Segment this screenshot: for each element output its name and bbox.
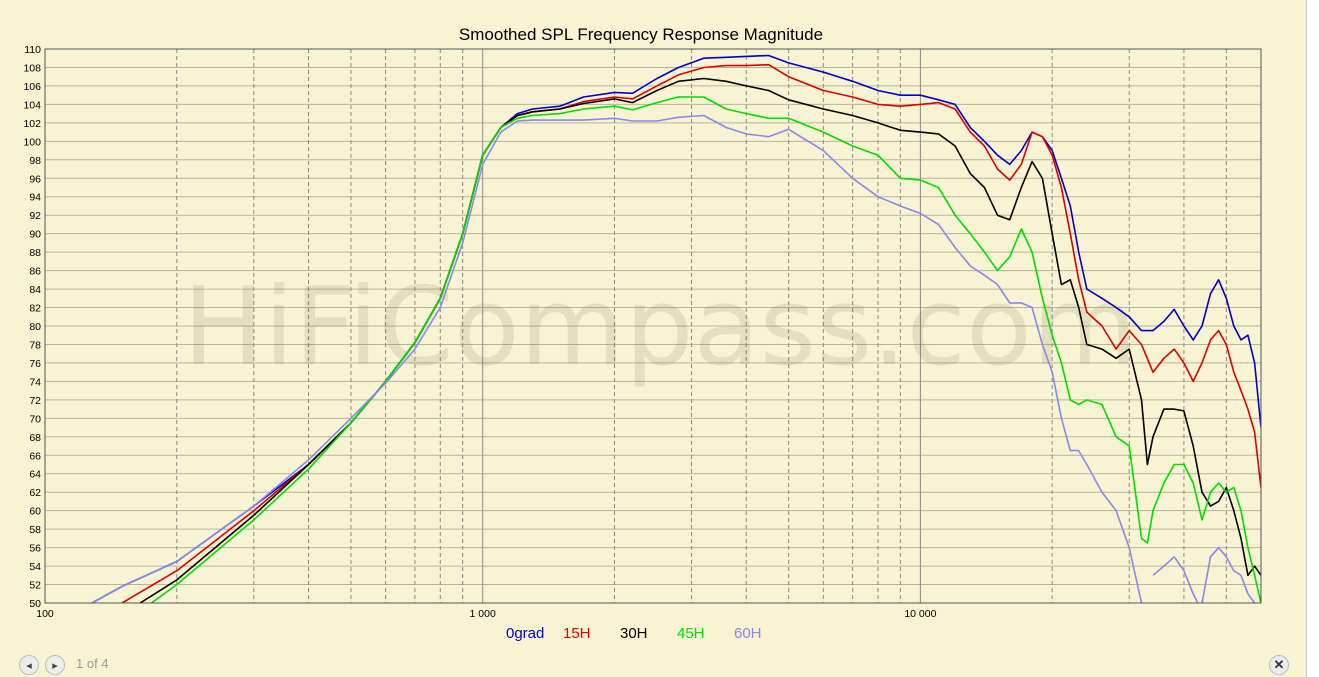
y-tick-label: 108: [23, 62, 41, 74]
close-button[interactable]: ✕: [1269, 655, 1289, 675]
y-tick-label: 66: [29, 450, 41, 462]
series-line-45h: [150, 96, 1261, 603]
legend-item-30h: 30H: [620, 625, 648, 642]
x-tick-label: 100: [36, 608, 54, 620]
series-line-60h: [1201, 546, 1256, 603]
watermark-text: HiFiCompass.com: [183, 265, 1137, 390]
y-tick-label: 86: [29, 266, 41, 278]
y-tick-label: 54: [29, 561, 41, 573]
series-line-60h: [1152, 556, 1199, 603]
y-tick-label: 52: [29, 580, 41, 592]
y-tick-label: 62: [29, 487, 41, 499]
y-tick-label: 88: [29, 247, 41, 259]
next-page-button[interactable]: ▸: [45, 655, 65, 675]
y-tick-label: 104: [23, 99, 41, 111]
y-tick-label: 56: [29, 543, 41, 555]
y-tick-label: 106: [23, 81, 41, 93]
y-tick-label: 72: [29, 395, 41, 407]
y-tick-label: 76: [29, 358, 41, 370]
y-tick-label: 90: [29, 229, 41, 241]
y-tick-label: 68: [29, 432, 41, 444]
y-tick-label: 96: [29, 173, 41, 185]
y-tick-label: 98: [29, 155, 41, 167]
y-tick-label: 110: [24, 44, 41, 56]
y-tick-label: 94: [29, 192, 41, 204]
legend-item-45h: 45H: [677, 625, 705, 642]
prev-page-button[interactable]: ◂: [19, 655, 39, 675]
legend-item-15h: 15H: [563, 625, 591, 642]
legend-item-60h: 60H: [734, 625, 762, 642]
plot-frame: [44, 48, 1262, 604]
y-tick-label: 80: [29, 321, 41, 333]
y-tick-label: 58: [29, 524, 41, 536]
side-scroll-strip: [1306, 0, 1319, 677]
legend-item-0grad: 0grad: [506, 625, 544, 642]
series-line-60h: [91, 114, 1143, 603]
y-tick-label: 70: [29, 413, 41, 425]
y-tick-label: 102: [23, 118, 41, 130]
y-tick-label: 64: [29, 469, 41, 481]
arrow-right-icon: ▸: [52, 659, 58, 672]
y-tick-label: 82: [29, 303, 41, 315]
y-tick-label: 100: [23, 136, 41, 148]
y-tick-label: 60: [29, 506, 41, 518]
page-counter: 1 of 4: [76, 656, 109, 671]
y-tick-label: 78: [29, 339, 41, 351]
x-tick-label: 1 000: [470, 608, 496, 620]
y-tick-label: 92: [29, 210, 41, 222]
y-tick-label: 50: [29, 598, 41, 610]
y-tick-label: 74: [29, 376, 41, 388]
close-icon: ✕: [1273, 657, 1285, 672]
y-tick-label: 84: [29, 284, 41, 296]
chart-title: Smoothed SPL Frequency Response Magnitud…: [459, 25, 823, 44]
arrow-left-icon: ◂: [26, 659, 32, 672]
x-tick-label: 10 000: [904, 608, 936, 620]
